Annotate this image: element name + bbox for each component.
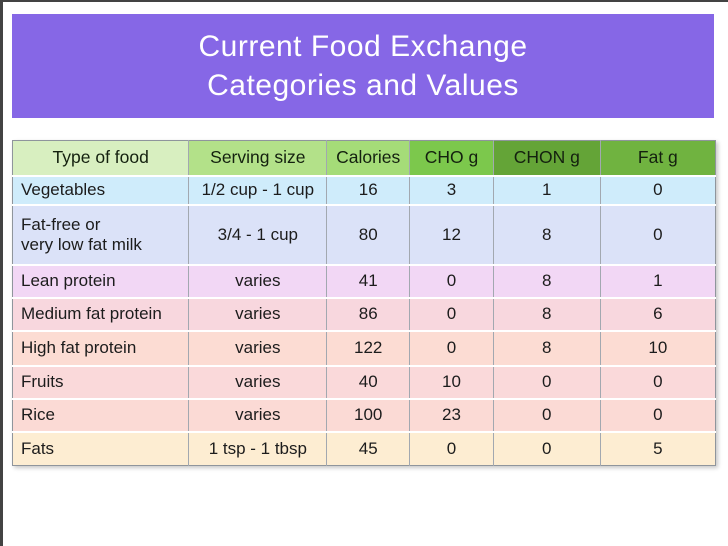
table-cell: 45 [326, 430, 411, 466]
table-cell: 10 [409, 364, 494, 399]
table-cell: 122 [326, 329, 411, 366]
slide-title-line-1: Current Food Exchange [198, 30, 528, 63]
table-cell: 0 [600, 203, 716, 265]
table-row: High fat protein varies 122 0 8 10 [12, 329, 716, 366]
table-row: Medium fat protein varies 86 0 8 6 [12, 296, 716, 331]
table-row: Lean protein varies 41 0 8 1 [12, 263, 716, 298]
table-row: Fats 1 tsp - 1 tbsp 45 0 0 5 [12, 430, 716, 466]
table-cell: 0 [600, 364, 716, 399]
table-cell: 0 [409, 296, 494, 331]
slide-title-line-2: Categories and Values [207, 69, 519, 102]
table-cell: 5 [600, 430, 716, 466]
table-cell: Fats [12, 430, 190, 466]
table-cell: 8 [493, 263, 601, 298]
table-cell: varies [188, 263, 328, 298]
table-cell: 100 [326, 397, 411, 432]
title-banner: Current Food Exchange Categories and Val… [12, 14, 714, 118]
table-cell: 1/2 cup - 1 cup [188, 174, 328, 205]
column-header-chon: CHON g [493, 140, 601, 177]
table-row: Fruits varies 40 10 0 0 [12, 364, 716, 399]
table-cell: 80 [326, 203, 411, 265]
table-cell: 16 [326, 174, 411, 205]
table-cell: 0 [493, 397, 601, 432]
table-cell: 0 [493, 430, 601, 466]
table-row: Fat-free or very low fat milk 3/4 - 1 cu… [12, 203, 716, 265]
table-cell: 1 [600, 263, 716, 298]
table-cell: 1 [493, 174, 601, 205]
table-cell: 0 [600, 397, 716, 432]
food-exchange-table: Type of food Serving size Calories CHO g… [12, 140, 716, 466]
table-cell: 0 [409, 430, 494, 466]
column-header-type-of-food: Type of food [12, 140, 190, 177]
table-cell: Vegetables [12, 174, 190, 205]
table-cell: 8 [493, 329, 601, 366]
table-cell: 1 tsp - 1 tbsp [188, 430, 328, 466]
table-cell: 0 [409, 263, 494, 298]
table-cell: High fat protein [12, 329, 190, 366]
table-cell: 40 [326, 364, 411, 399]
table-cell: 3 [409, 174, 494, 205]
table-cell: 8 [493, 203, 601, 265]
table-body: Vegetables 1/2 cup - 1 cup 16 3 1 0 Fat-… [12, 174, 716, 466]
table-cell: 12 [409, 203, 494, 265]
column-header-calories: Calories [326, 140, 411, 177]
table-cell: Fat-free or very low fat milk [12, 203, 190, 265]
table-cell: 41 [326, 263, 411, 298]
table-cell: Fruits [12, 364, 190, 399]
table-cell: 0 [600, 174, 716, 205]
header-row: Type of food Serving size Calories CHO g… [12, 140, 716, 177]
table-cell: 6 [600, 296, 716, 331]
table-cell: 3/4 - 1 cup [188, 203, 328, 265]
table-cell: varies [188, 296, 328, 331]
table-row: Rice varies 100 23 0 0 [12, 397, 716, 432]
table-header: Type of food Serving size Calories CHO g… [12, 140, 716, 177]
table-cell: varies [188, 329, 328, 366]
table-cell: 23 [409, 397, 494, 432]
table-cell: 0 [409, 329, 494, 366]
table-cell: 0 [493, 364, 601, 399]
table-cell: varies [188, 397, 328, 432]
table-cell: 86 [326, 296, 411, 331]
table-cell: Medium fat protein [12, 296, 190, 331]
table-row: Vegetables 1/2 cup - 1 cup 16 3 1 0 [12, 174, 716, 205]
table-cell: 10 [600, 329, 716, 366]
column-header-fat: Fat g [600, 140, 716, 177]
column-header-serving-size: Serving size [188, 140, 328, 177]
table-cell: 8 [493, 296, 601, 331]
table-cell: varies [188, 364, 328, 399]
table-cell: Rice [12, 397, 190, 432]
column-header-cho: CHO g [409, 140, 494, 177]
table-cell: Lean protein [12, 263, 190, 298]
